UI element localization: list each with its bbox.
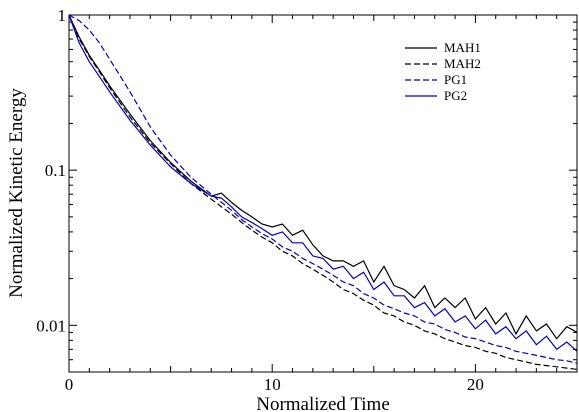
x-tick-label: 0 <box>65 375 74 394</box>
series-line-pg2 <box>68 14 578 352</box>
legend-label-pg1: PG1 <box>444 72 467 87</box>
series-line-pg1 <box>68 14 578 364</box>
axis-ticks: 0 10 20 1 0.1 0.01 <box>36 6 578 394</box>
x-tick-label: 20 <box>467 375 484 394</box>
series-line-mah1 <box>68 14 578 340</box>
y-tick-label: 0.01 <box>36 316 66 335</box>
y-tick-label: 0.1 <box>45 161 66 180</box>
x-axis-title: Normalized Time <box>256 394 390 412</box>
series-layer <box>68 14 578 370</box>
y-axis-title: Normalized Kinetic Energy <box>6 88 27 298</box>
plot-frame <box>68 14 578 373</box>
legend-label-mah2: MAH2 <box>444 56 481 71</box>
legend-label-mah1: MAH1 <box>444 40 481 55</box>
x-tick-label: 10 <box>264 375 281 394</box>
legend-label-pg2: PG2 <box>444 88 467 103</box>
y-tick-label: 1 <box>58 6 67 25</box>
series-line-mah2 <box>68 14 578 370</box>
